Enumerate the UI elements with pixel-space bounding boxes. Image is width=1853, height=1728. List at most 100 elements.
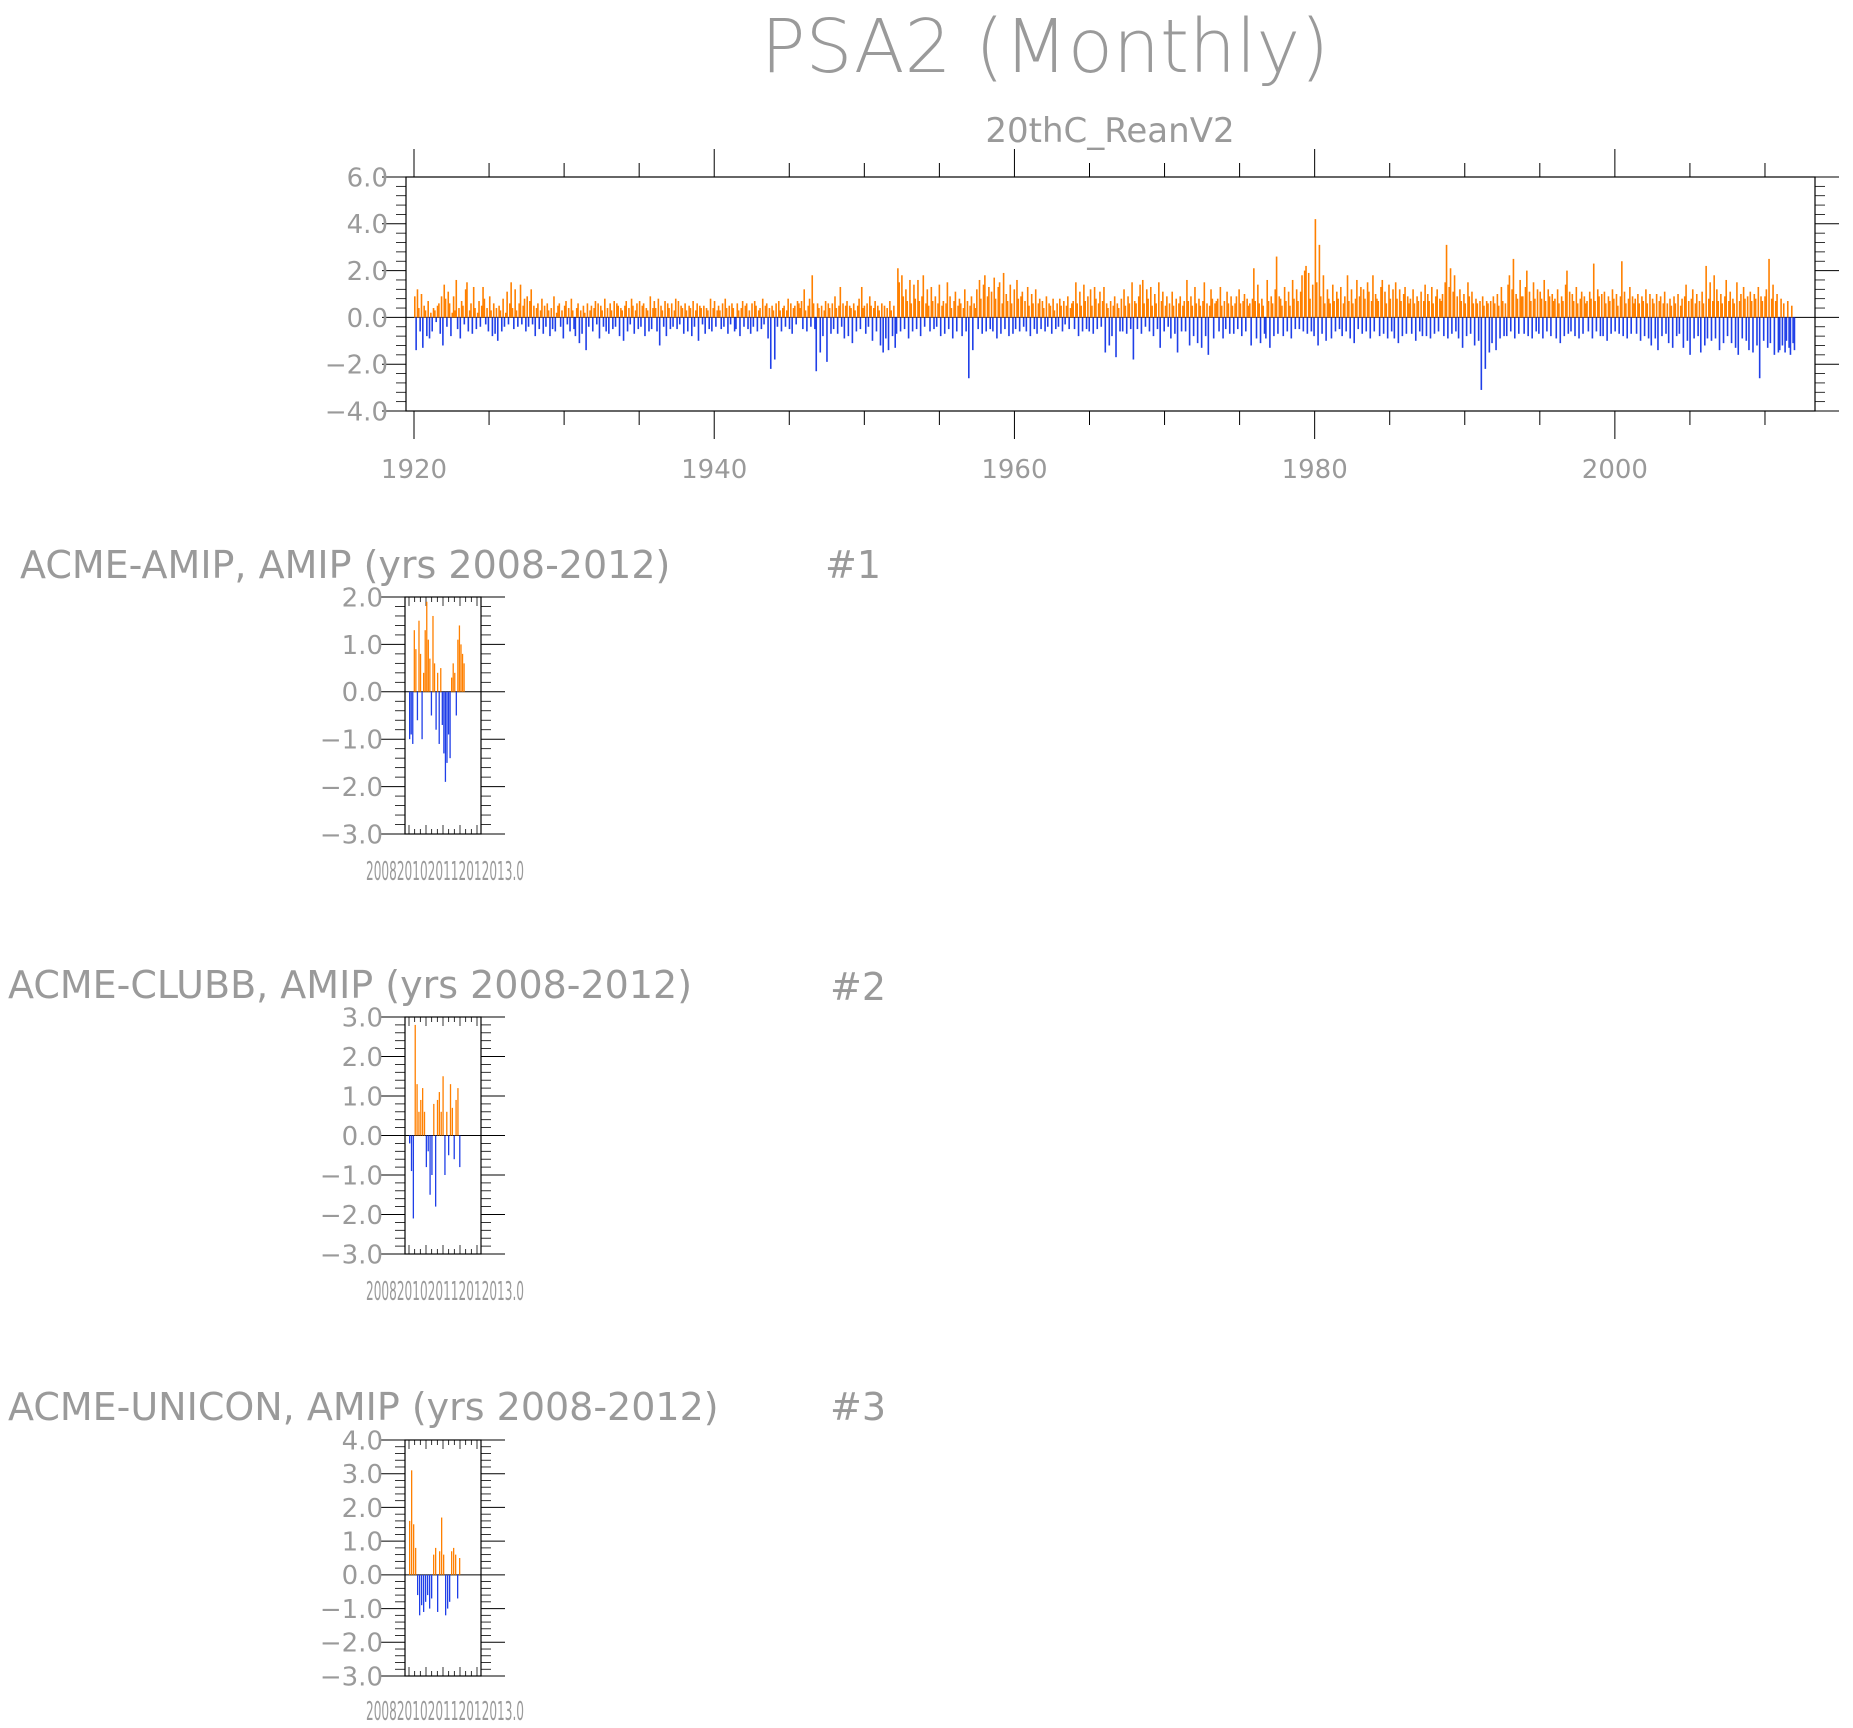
data-bar (753, 301, 756, 318)
data-bar (1600, 294, 1603, 318)
data-bar (1708, 298, 1710, 318)
data-bar (1100, 317, 1103, 327)
data-bar (1722, 317, 1725, 344)
y-tick-label: 2.0 (347, 257, 388, 287)
data-bar (1032, 303, 1034, 318)
data-bar (1582, 317, 1584, 334)
data-bar (955, 317, 958, 332)
data-bar (575, 308, 578, 318)
data-bar (1638, 303, 1641, 318)
data-bar (836, 317, 839, 334)
data-bar (425, 1135, 428, 1168)
data-bar (1342, 303, 1345, 318)
data-bar (731, 303, 733, 318)
data-bar (709, 298, 712, 318)
data-bar (717, 305, 720, 318)
data-bar (1240, 317, 1243, 337)
data-bar (522, 305, 524, 318)
data-bar (806, 317, 808, 332)
data-bar (1588, 291, 1591, 318)
data-bar (453, 1547, 455, 1575)
data-bar (1042, 308, 1045, 318)
data-bar (416, 1084, 418, 1136)
data-bar (612, 317, 614, 330)
data-bar (1059, 298, 1061, 318)
data-bar (1303, 270, 1306, 318)
data-bar (1354, 298, 1357, 318)
data-bar (1766, 317, 1769, 348)
data-bar (1547, 289, 1550, 318)
data-bar (852, 303, 855, 318)
data-bar (1540, 298, 1543, 318)
data-bar (1645, 289, 1647, 318)
data-bar (1515, 294, 1517, 318)
data-bar (934, 296, 937, 318)
data-bar (628, 308, 630, 318)
data-bar (1297, 301, 1299, 318)
data-bar (747, 317, 749, 330)
data-bar (585, 317, 587, 351)
panel-acme-clubb: ACME-CLUBB, AMIP (yrs 2008-2012) #2 −3.0… (8, 963, 886, 1307)
y-tick-label: 0.0 (342, 1561, 383, 1591)
data-bar (1596, 289, 1599, 318)
data-bar (1084, 301, 1087, 318)
data-bar (810, 317, 812, 327)
data-bar (1168, 303, 1171, 318)
data-bar (1096, 317, 1099, 330)
data-bar (1479, 301, 1481, 318)
data-bar (500, 317, 503, 332)
data-bar (1704, 317, 1706, 346)
data-bar (1788, 317, 1790, 348)
data-bar (748, 310, 751, 318)
data-bar (1396, 298, 1398, 318)
data-bar (890, 310, 892, 318)
data-bar (1024, 301, 1026, 318)
data-bar (1513, 317, 1516, 339)
data-bar (459, 1558, 461, 1575)
data-bar (840, 317, 843, 327)
data-bar (1269, 317, 1271, 348)
data-bar (812, 303, 815, 318)
data-bar (621, 310, 624, 318)
panel-reanalysis-title: 20thC_ReanV2 (985, 111, 1234, 151)
data-bar (1028, 305, 1030, 318)
y-tick-label: −2.0 (320, 1629, 383, 1659)
data-bar (1732, 298, 1734, 318)
data-bar (523, 298, 526, 318)
data-bar (1736, 282, 1738, 318)
data-bar (452, 296, 455, 318)
data-bar (1385, 303, 1388, 318)
data-bar (1386, 317, 1389, 339)
x-tick-label: 2000 (1582, 455, 1648, 485)
data-bar (767, 317, 769, 339)
data-bar (1608, 301, 1611, 318)
data-bar (1266, 279, 1269, 318)
data-bar (691, 317, 693, 337)
data-bar (1089, 289, 1092, 318)
data-bar (733, 317, 736, 332)
data-bar (547, 310, 550, 318)
data-bar (634, 310, 637, 318)
data-bar (1198, 298, 1200, 318)
data-bar (439, 317, 442, 334)
data-bar (1716, 289, 1718, 318)
data-bar (1469, 317, 1472, 334)
data-bar (531, 317, 534, 325)
data-bar (625, 301, 628, 318)
data-bar (613, 301, 615, 318)
data-bar (459, 1135, 461, 1168)
panel-acme-amip-number: #1 (825, 543, 881, 587)
data-bar (563, 305, 566, 318)
data-bar (1611, 289, 1614, 318)
data-bar (1721, 303, 1723, 318)
data-bar (1402, 294, 1405, 318)
data-bar (1369, 317, 1372, 339)
data-bar (1602, 317, 1604, 337)
data-bar (994, 298, 997, 318)
data-bar (737, 310, 740, 318)
data-bar (1448, 286, 1451, 318)
data-bar (800, 301, 803, 318)
data-bar (1245, 317, 1247, 332)
data-bar (452, 663, 454, 692)
data-bar (441, 691, 443, 725)
